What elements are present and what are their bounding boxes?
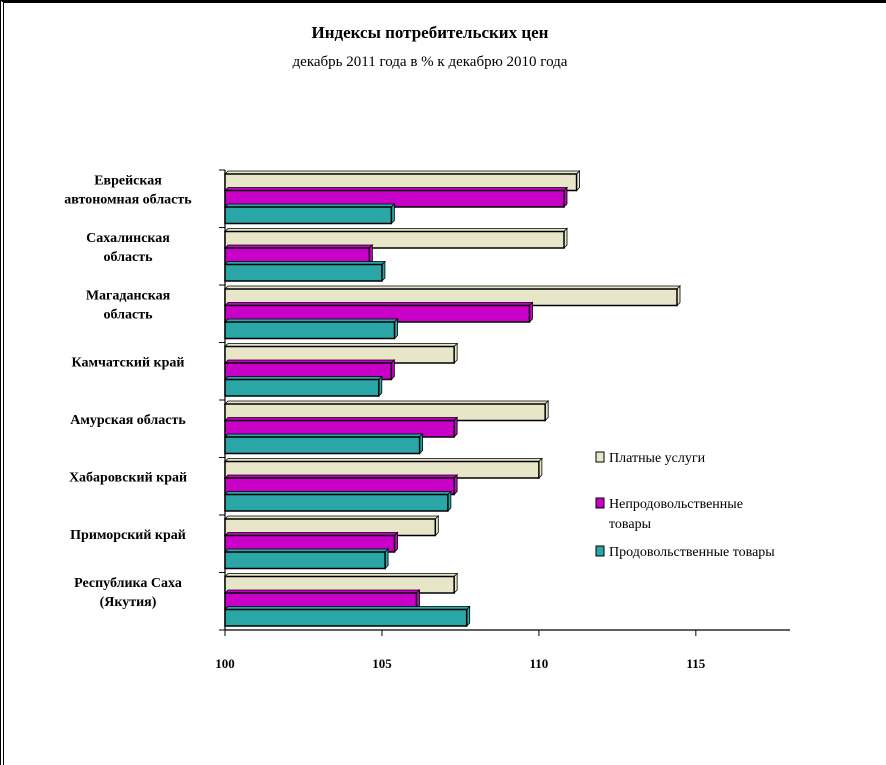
legend-swatch <box>595 451 605 463</box>
category-label: Республика Саха (Якутия) <box>74 576 182 610</box>
bar <box>224 493 449 512</box>
bar <box>224 206 393 225</box>
category-label: Камчатский край <box>72 355 185 370</box>
chart-subtitle: декабрь 2011 года в % к декабрю 2010 год… <box>293 54 568 70</box>
x-tick-label: 105 <box>372 656 392 671</box>
bar <box>224 230 565 249</box>
bar <box>224 263 383 282</box>
category-label: Приморский край <box>70 528 186 543</box>
bar <box>224 551 386 570</box>
chart-title: Индексы потребительских цен <box>312 23 549 42</box>
x-tick-label: 110 <box>529 656 548 671</box>
bar <box>224 378 380 397</box>
category-label: Магаданская область <box>86 288 171 322</box>
legend-swatch <box>595 545 605 557</box>
legend: Платные услуги Непродовольственные товары П… <box>595 451 775 560</box>
category-label: Еврейская автономная область <box>64 173 192 207</box>
bar <box>224 608 468 627</box>
category-label: Хабаровский край <box>69 470 187 485</box>
category-label: Сахалинская область <box>86 231 170 265</box>
x-tick-label: 115 <box>686 656 705 671</box>
plot-area: 100 105 110 115 Еврейская автономная область С… <box>64 169 790 671</box>
legend-label: Непродовольственные товары <box>609 497 743 532</box>
legend-label: Платные услуги <box>609 451 706 466</box>
bar <box>224 436 421 455</box>
x-tick-label: 100 <box>215 656 235 671</box>
bar <box>224 321 396 340</box>
legend-label: Продовольственные товары <box>609 545 775 560</box>
category-label: Амурская область <box>70 413 186 428</box>
legend-swatch <box>595 497 605 509</box>
